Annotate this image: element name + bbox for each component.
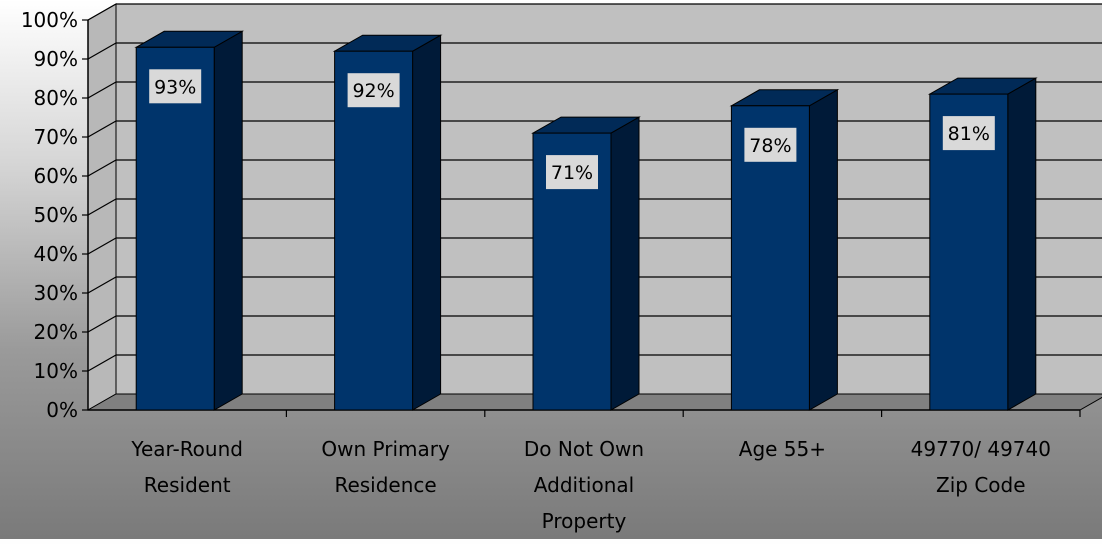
y-tick-labels: 0% 10% 20% 30% 40% 50% 60% 70% 80% 90% 100% bbox=[21, 8, 78, 422]
bar-side bbox=[1007, 77, 1037, 411]
data-labels: 93% 92% 71% 78% 81% bbox=[149, 69, 995, 190]
gridline-side bbox=[87, 237, 117, 255]
x-tick-label: Age 55+ bbox=[739, 437, 826, 461]
gridline-side bbox=[87, 354, 117, 372]
x-tick-label: 49770/ 49740 Zip Code bbox=[911, 437, 1051, 497]
bar-side bbox=[808, 88, 838, 411]
bar-side bbox=[610, 116, 640, 411]
y-tick-label: 90% bbox=[34, 47, 78, 71]
y-tick-label: 10% bbox=[34, 359, 78, 383]
x-tick-labels: Year-Round Resident Own Primary Residence Do… bbox=[130, 437, 1051, 533]
bar-2 bbox=[332, 34, 443, 411]
data-label-text: 92% bbox=[352, 80, 394, 102]
data-label-box bbox=[347, 73, 400, 108]
x-tick-label: Year-Round Resident bbox=[130, 437, 243, 497]
data-label: 92% bbox=[347, 73, 400, 108]
data-label-text: 71% bbox=[551, 162, 593, 184]
data-label: 78% bbox=[744, 127, 797, 162]
y-tick-label: 60% bbox=[34, 164, 78, 188]
y-tick-label: 100% bbox=[21, 8, 78, 32]
bar-side bbox=[412, 34, 442, 411]
gridline-side bbox=[87, 81, 117, 99]
data-label: 81% bbox=[942, 116, 995, 151]
gridline-side bbox=[87, 276, 117, 294]
data-label-box bbox=[546, 155, 598, 190]
data-label-text: 93% bbox=[154, 76, 196, 98]
bar-front bbox=[334, 50, 414, 411]
gridline-side bbox=[87, 120, 117, 138]
data-label-box bbox=[942, 116, 995, 151]
bar-side bbox=[213, 30, 243, 411]
data-label: 71% bbox=[546, 155, 598, 190]
data-label-box bbox=[744, 127, 797, 162]
y-tick-label: 80% bbox=[34, 86, 78, 110]
gridline-side bbox=[87, 159, 117, 177]
data-label: 93% bbox=[149, 69, 202, 104]
y-tick-label: 30% bbox=[34, 281, 78, 305]
bar-1 bbox=[134, 30, 245, 411]
gridline-side bbox=[87, 3, 117, 21]
gridline-side bbox=[87, 42, 117, 60]
bar-front bbox=[135, 46, 215, 411]
y-tick-label: 40% bbox=[34, 242, 78, 266]
data-label-box bbox=[149, 69, 202, 104]
gridline-side bbox=[87, 315, 117, 333]
x-tick-label: Do Not Own Additional Property bbox=[524, 437, 644, 533]
x-tick-label: Own Primary Residence bbox=[321, 437, 450, 497]
y-tick-label: 50% bbox=[34, 203, 78, 227]
data-label-text: 78% bbox=[749, 135, 791, 157]
gridline-side bbox=[87, 198, 117, 216]
y-tick-label: 0% bbox=[46, 398, 78, 422]
y-tick-label: 20% bbox=[34, 320, 78, 344]
y-tick-label: 70% bbox=[34, 125, 78, 149]
data-label-text: 81% bbox=[948, 123, 990, 145]
